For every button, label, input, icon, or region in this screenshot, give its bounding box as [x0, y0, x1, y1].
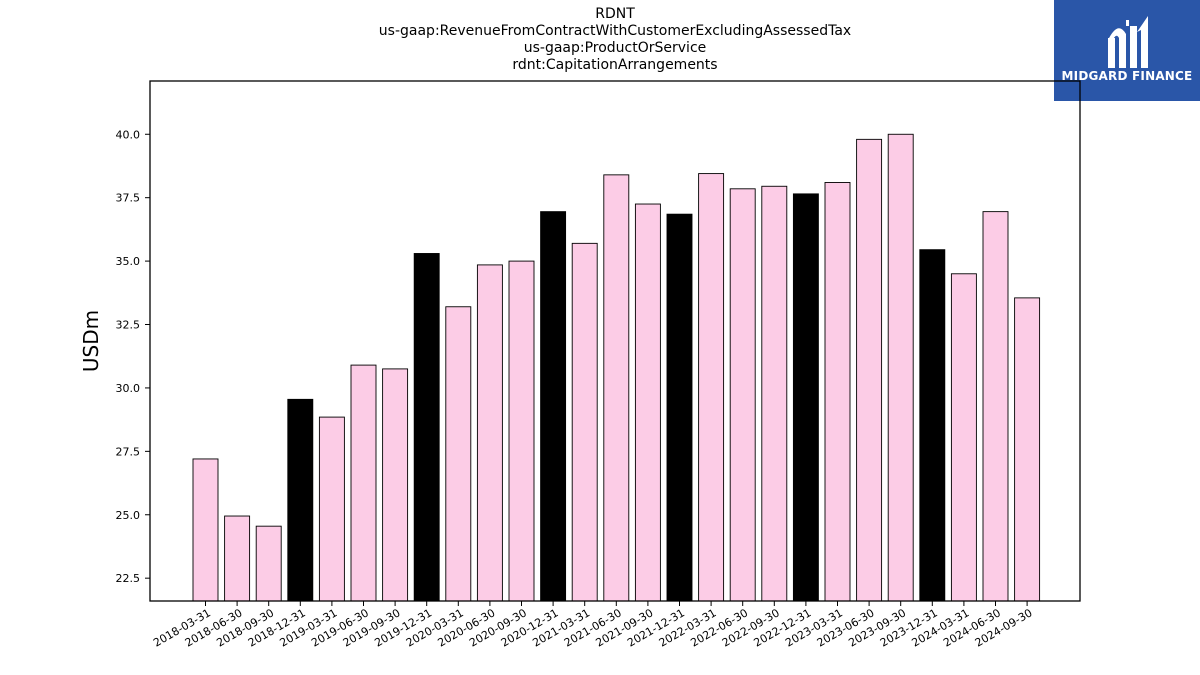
bar-2021-03-31: [571, 242, 598, 602]
title-line-4: rdnt:CapitationArrangements: [512, 57, 718, 73]
bar-2023-09-30: [887, 133, 914, 602]
logo-text: MIDGARD FINANCE: [1061, 69, 1193, 83]
bar-2020-03-31: [445, 306, 472, 602]
bar-2020-06-30: [476, 264, 503, 602]
bar-2021-09-30: [634, 203, 661, 602]
title-line-1: RDNT: [595, 6, 635, 22]
bar-2023-06-30: [856, 138, 883, 602]
bar-2022-09-30: [761, 185, 788, 602]
y-tick-label: 27.5: [116, 445, 141, 458]
bar-2019-12-31: [413, 253, 440, 602]
title-line-3: us-gaap:ProductOrService: [523, 40, 707, 56]
bar-2023-03-31: [824, 182, 851, 602]
y-axis-label: USDm: [79, 310, 103, 372]
bar-2020-12-31: [540, 211, 567, 602]
title-line-2: us-gaap:RevenueFromContractWithCustomerE…: [378, 23, 852, 39]
bar-2018-12-31: [287, 398, 314, 602]
y-tick-label: 35.0: [116, 255, 141, 268]
y-tick-label: 25.0: [116, 509, 141, 522]
bar-2024-06-30: [982, 211, 1009, 602]
bar-2023-12-31: [919, 249, 946, 602]
bar-2019-09-30: [382, 368, 409, 602]
bar-2022-03-31: [698, 173, 725, 602]
bar-2020-09-30: [508, 260, 535, 602]
plot-frame: [149, 80, 1081, 602]
bar-2019-06-30: [350, 364, 377, 602]
bar-2018-09-30: [255, 525, 282, 602]
chart-title: RDNT us-gaap:RevenueFromContractWithCust…: [150, 6, 1080, 74]
bar-2024-03-31: [950, 273, 977, 602]
y-tick-label: 37.5: [116, 192, 141, 205]
bar-2022-12-31: [792, 193, 819, 602]
y-axis: 22.5 25.0 27.5 30.0 32.5 35.0 37.5 40.0: [116, 128, 150, 585]
bar-2021-12-31: [666, 213, 693, 602]
bars-group: [192, 133, 1041, 602]
y-tick-label: 30.0: [116, 382, 141, 395]
bar-2021-06-30: [603, 174, 630, 602]
y-tick-label: 32.5: [116, 319, 141, 332]
bar-2019-03-31: [318, 416, 345, 602]
bar-2022-06-30: [729, 188, 756, 602]
midgard-logo-icon: [1108, 16, 1148, 68]
x-axis: 2018-03-312018-06-302018-09-302018-12-31…: [151, 601, 1035, 650]
bar-2018-03-31: [192, 458, 219, 602]
midgard-finance-logo: MIDGARD FINANCE: [1054, 0, 1200, 101]
bar-2024-09-30: [1014, 297, 1041, 602]
bar-2018-06-30: [224, 515, 251, 602]
y-tick-label: 22.5: [116, 572, 141, 585]
y-tick-label: 40.0: [116, 128, 141, 141]
